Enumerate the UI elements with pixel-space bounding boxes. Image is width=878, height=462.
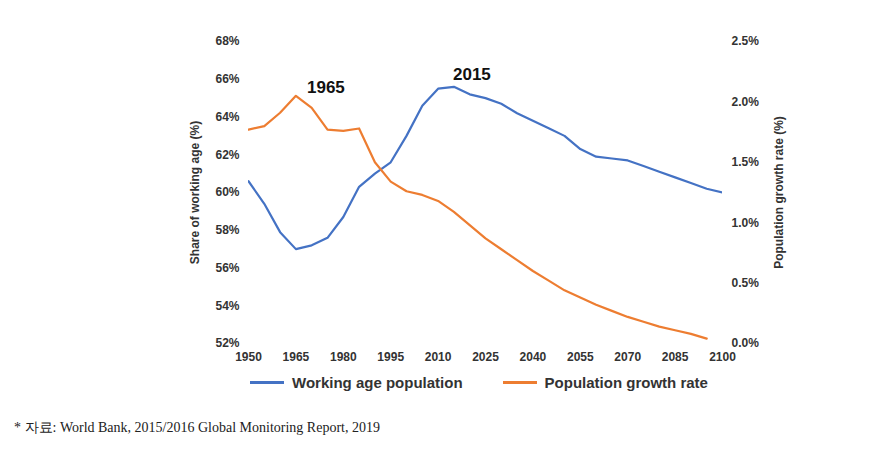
svg-text:1.0%: 1.0% (732, 216, 760, 230)
svg-text:2025: 2025 (472, 350, 499, 364)
html-text:Population growth rate: Population growth rate (544, 374, 708, 391)
svg-text:1950: 1950 (235, 350, 262, 364)
svg-text:1.5%: 1.5% (732, 155, 760, 169)
html-text:Working age population: Working age population (292, 374, 463, 391)
svg-text:2040: 2040 (520, 350, 547, 364)
svg-text:1965: 1965 (307, 78, 345, 97)
svg-text:0.0%: 0.0% (732, 336, 760, 350)
svg-text:2010: 2010 (425, 350, 452, 364)
svg-text:62%: 62% (215, 148, 239, 162)
svg-text:2100: 2100 (709, 350, 736, 364)
svg-text:2.0%: 2.0% (732, 95, 760, 109)
svg-text:1995: 1995 (377, 350, 404, 364)
svg-text:2.5%: 2.5% (732, 34, 760, 48)
svg-text:60%: 60% (215, 185, 239, 199)
html-text:* 자료: World Bank, 2015/2016 Gl: * 자료: World Bank, 2015/2016 Global Monit… (14, 420, 380, 435)
svg-text:1980: 1980 (330, 350, 357, 364)
svg-text:Population growth rate (%): Population growth rate (%) (772, 116, 786, 269)
svg-text:2070: 2070 (614, 350, 641, 364)
svg-text:68%: 68% (215, 34, 239, 48)
svg-text:56%: 56% (215, 261, 239, 275)
svg-text:58%: 58% (215, 223, 239, 237)
svg-text:52%: 52% (215, 336, 239, 350)
svg-text:2085: 2085 (662, 350, 689, 364)
svg-text:1965: 1965 (283, 350, 310, 364)
svg-text:54%: 54% (215, 299, 239, 313)
svg-text:64%: 64% (215, 110, 239, 124)
svg-text:66%: 66% (215, 72, 239, 86)
svg-text:2055: 2055 (567, 350, 594, 364)
svg-text:2015: 2015 (453, 65, 491, 84)
svg-text:0.5%: 0.5% (732, 276, 760, 290)
svg-text:Share of working age (%): Share of working age (%) (188, 121, 202, 264)
